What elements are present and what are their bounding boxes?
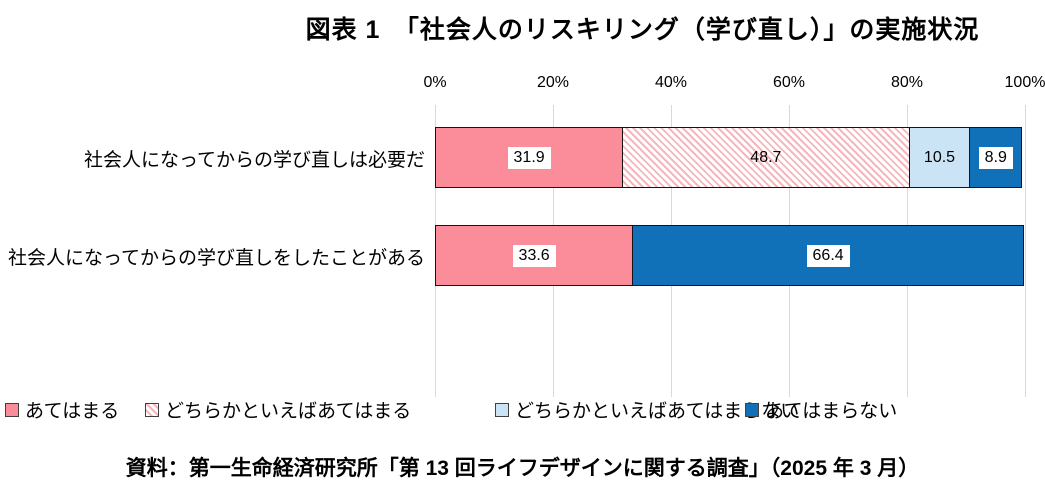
legend-swatch — [145, 402, 159, 417]
source-note: 資料：第一生命経済研究所「第 13 回ライフデザインに関する調査」（2025 年… — [125, 457, 920, 480]
legend-swatch — [5, 402, 19, 417]
value-label: 33.6 — [512, 244, 556, 267]
legend-swatch — [745, 402, 759, 417]
legend-label: どちらかといえばあてはまる — [165, 401, 412, 422]
value-label: 10.5 — [923, 148, 956, 166]
legend-label: あてはまる — [25, 401, 120, 422]
value-label: 31.9 — [507, 146, 551, 169]
bar-segment: 48.7 — [622, 127, 910, 188]
x-tick-label: 80% — [890, 74, 924, 91]
legend-item: どちらかといえばあてはまる — [145, 396, 411, 423]
bar-row: 31.9 48.7 10.5 8.9 — [435, 127, 1025, 188]
bar-segment: 10.5 — [908, 127, 971, 188]
x-tick-label: 0% — [423, 74, 447, 91]
x-tick-label: 20% — [536, 74, 570, 91]
category-label: 社会人になってからの学び直しをしたことがある — [7, 248, 425, 269]
bar-segment: 31.9 — [435, 127, 624, 188]
legend-item: あてはまる — [5, 396, 119, 423]
value-label: 66.4 — [806, 244, 850, 267]
legend-swatch — [495, 402, 509, 417]
gridline — [1025, 105, 1026, 397]
bar-segment: 33.6 — [435, 225, 634, 286]
bar-segment: 66.4 — [632, 225, 1024, 286]
legend-label: あてはまらない — [765, 401, 898, 422]
value-label: 8.9 — [978, 146, 1013, 169]
x-tick-label: 100% — [1004, 74, 1045, 91]
legend-item: あてはまらない — [745, 396, 897, 423]
bar-row: 33.6 66.4 — [435, 225, 1025, 286]
legend: あてはまる どちらかといえばあてはまる どちらかといえばあてはまらない あてはまらない — [0, 396, 1045, 426]
value-label: 48.7 — [750, 148, 782, 166]
bar-segment: 8.9 — [969, 127, 1022, 188]
x-tick-label: 60% — [772, 74, 806, 91]
legend-label: どちらかといえばあてはまらない — [515, 401, 800, 422]
figure-title: 図表 1 「社会人のリスキリング（学び直し）」の実施状況 — [305, 16, 980, 44]
x-tick-label: 40% — [654, 74, 688, 91]
legend-item: どちらかといえばあてはまらない — [495, 396, 799, 423]
category-label: 社会人になってからの学び直しは必要だ — [83, 150, 425, 171]
